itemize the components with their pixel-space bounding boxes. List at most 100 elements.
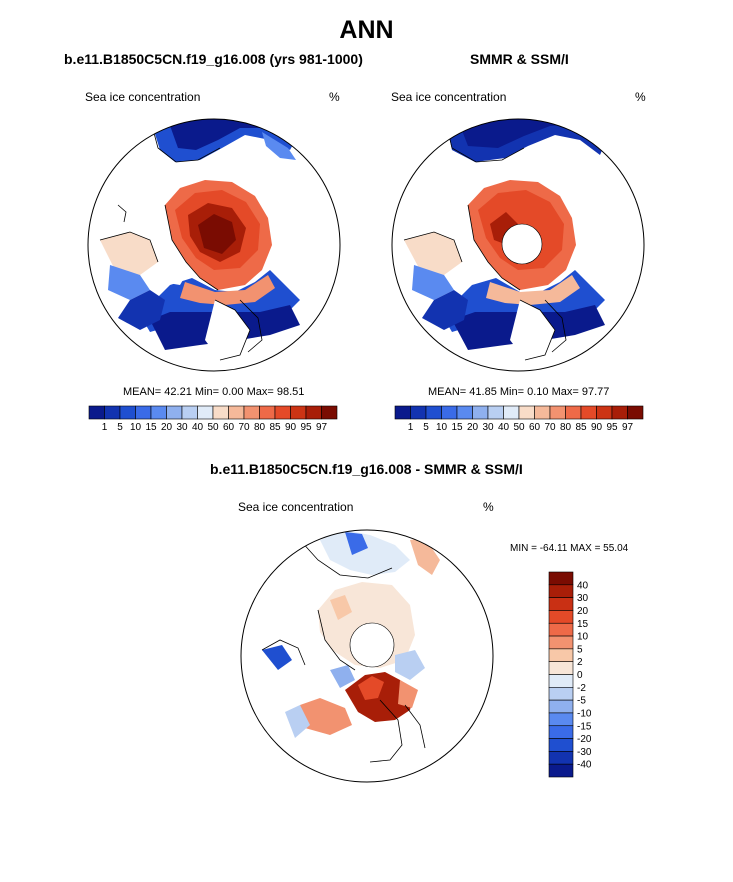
panel2-max-value: 97.77 <box>581 386 610 398</box>
panel3-colorbar-tick-14: -40 <box>577 760 592 771</box>
panel1-colorbar-swatch-5 <box>166 405 183 420</box>
panel2-colorbar-tick-14: 97 <box>622 422 634 433</box>
panel2-colorbar-swatch-3 <box>441 405 458 420</box>
panel2-colorbar-tick-5: 30 <box>482 422 494 433</box>
panel2-colorbar-tick-8: 60 <box>529 422 541 433</box>
main-title: ANN <box>339 16 394 44</box>
panel1-colorbar-swatch-0 <box>88 405 105 420</box>
panel3-variable: Sea ice concentration <box>238 500 354 514</box>
panel1-colorbar-tick-0: 1 <box>102 422 108 433</box>
panel3-colorbar-swatch-13 <box>548 738 574 752</box>
panel2-title: SMMR & SSM/I <box>470 51 569 67</box>
panel2-colorbar-swatch-1 <box>410 405 427 420</box>
panel1-units: % <box>329 90 340 104</box>
panel1-colorbar-swatch-15 <box>321 405 338 420</box>
panel3-colorbar-tick-8: -2 <box>577 683 586 694</box>
panel3-colorbar-swatch-12 <box>548 725 574 739</box>
panel1-colorbar: 1 5 10 15 20 30 40 50 60 70 80 85 90 95 97 <box>88 405 338 433</box>
panel1-map <box>87 118 341 372</box>
panel2-colorbar: 1 5 10 15 20 30 40 50 60 70 80 85 90 95 97 <box>394 405 644 433</box>
panel3-colorbar-swatch-10 <box>548 699 574 714</box>
panel1-colorbar-swatch-9 <box>228 405 245 420</box>
panel1-colorbar-tick-11: 85 <box>269 422 281 433</box>
panel1-colorbar-tick-1: 5 <box>117 422 123 433</box>
panel1-max-value: 98.51 <box>276 386 305 398</box>
panel1-colorbar-tick-3: 15 <box>145 422 157 433</box>
panel1-colorbar-swatch-6 <box>181 405 198 420</box>
panel1-colorbar-swatch-2 <box>119 405 136 420</box>
panel3-colorbar-swatch-5 <box>548 635 574 650</box>
panel3-colorbar-tick-1: 30 <box>577 593 589 604</box>
panel3-colorbar-swatch-2 <box>548 597 574 611</box>
panel1-colorbar-swatch-12 <box>274 405 291 420</box>
panel3-colorbar-tick-0: 40 <box>577 580 589 591</box>
panel3-colorbar-swatch-9 <box>548 687 574 701</box>
panel2-colorbar-tick-3: 15 <box>451 422 463 433</box>
panel2-stats: MEAN= 41.85 Min= 0.10 Max= 97.77 <box>428 386 609 398</box>
panel2-min-label: Min= <box>499 386 525 398</box>
panel2-colorbar-tick-12: 90 <box>591 422 603 433</box>
panel1-colorbar-tick-9: 70 <box>238 422 250 433</box>
panel2-colorbar-swatch-10 <box>549 405 566 420</box>
panel2-colorbar-swatch-6 <box>487 405 504 420</box>
panel3-colorbar-tick-6: 2 <box>577 657 583 668</box>
panel3-colorbar-swatch-7 <box>548 661 574 675</box>
panel3-minmax: MIN = -64.11 MAX = 55.04 <box>510 543 629 554</box>
panel3-units: % <box>483 500 494 514</box>
panel2-mean-value: 41.85 <box>469 386 497 398</box>
panel1-min-label: Min= <box>194 386 220 398</box>
panel1-mean-label: MEAN= <box>123 386 162 398</box>
panel3-colorbar-tick-10: -10 <box>577 708 592 719</box>
panel2-colorbar-tick-4: 20 <box>467 422 479 433</box>
panel2-colorbar-swatch-11 <box>565 405 582 420</box>
panel2-colorbar-tick-0: 1 <box>408 422 414 433</box>
panel1-stats: MEAN= 42.21 Min= 0.00 Max= 98.51 <box>123 386 304 398</box>
panel3-colorbar-tick-2: 20 <box>577 606 589 617</box>
panel1-title: b.e11.B1850C5CN.f19_g16.008 (yrs 981-100… <box>64 51 363 67</box>
panel1-colorbar-tick-6: 40 <box>192 422 204 433</box>
panel1-variable: Sea ice concentration <box>85 90 201 104</box>
panel2-colorbar-tick-9: 70 <box>544 422 556 433</box>
panel3-colorbar-swatch-14 <box>548 751 574 765</box>
panel2-colorbar-swatch-15 <box>627 405 644 420</box>
panel3-colorbar-swatch-0 <box>548 571 574 586</box>
panel3-colorbar-tick-9: -5 <box>577 696 586 707</box>
panel2-colorbar-swatch-8 <box>518 405 535 420</box>
panel1-colorbar-tick-5: 30 <box>176 422 188 433</box>
panel3-colorbar-tick-13: -30 <box>577 747 592 758</box>
panel2-colorbar-tick-10: 80 <box>560 422 572 433</box>
panel1-colorbar-swatch-14 <box>305 405 322 420</box>
panel2-colorbar-swatch-9 <box>534 405 551 420</box>
panel1-colorbar-swatch-13 <box>290 405 307 420</box>
panel2-colorbar-swatch-7 <box>503 405 520 420</box>
panel2-colorbar-tick-11: 85 <box>575 422 587 433</box>
panel3-colorbar-swatch-8 <box>548 674 574 688</box>
panel3-colorbar-tick-4: 10 <box>577 632 589 643</box>
panel3-coastlines <box>261 539 426 763</box>
panel2-colorbar-tick-1: 5 <box>423 422 429 433</box>
panel3-colorbar-swatch-15 <box>548 763 574 778</box>
panel2-colorbar-swatch-13 <box>596 405 613 420</box>
panel3-colorbar-swatch-6 <box>548 648 574 662</box>
panel2-units: % <box>635 90 646 104</box>
panel2-colorbar-tick-2: 10 <box>436 422 448 433</box>
panel3-colorbar-swatch-3 <box>548 610 574 624</box>
panel1-min-value: 0.00 <box>222 386 244 398</box>
panel1-colorbar-tick-8: 60 <box>223 422 235 433</box>
panel1-colorbar-tick-7: 50 <box>207 422 219 433</box>
panel1-colorbar-tick-10: 80 <box>254 422 266 433</box>
panel2-colorbar-swatch-2 <box>425 405 442 420</box>
panel1-colorbar-swatch-1 <box>104 405 121 420</box>
panel2-colorbar-swatch-12 <box>580 405 597 420</box>
panel2-colorbar-swatch-4 <box>456 405 473 420</box>
panel1-colorbar-swatch-4 <box>150 405 167 420</box>
panel3-colorbar-tick-12: -20 <box>577 734 592 745</box>
panel3-colorbar-swatch-1 <box>548 584 574 598</box>
panel1-colorbar-tick-2: 10 <box>130 422 142 433</box>
panel1-mean-value: 42.21 <box>164 386 192 398</box>
panel2-map <box>391 118 645 372</box>
panel3-pacific-diff <box>320 530 410 575</box>
panel1-colorbar-tick-4: 20 <box>161 422 173 433</box>
